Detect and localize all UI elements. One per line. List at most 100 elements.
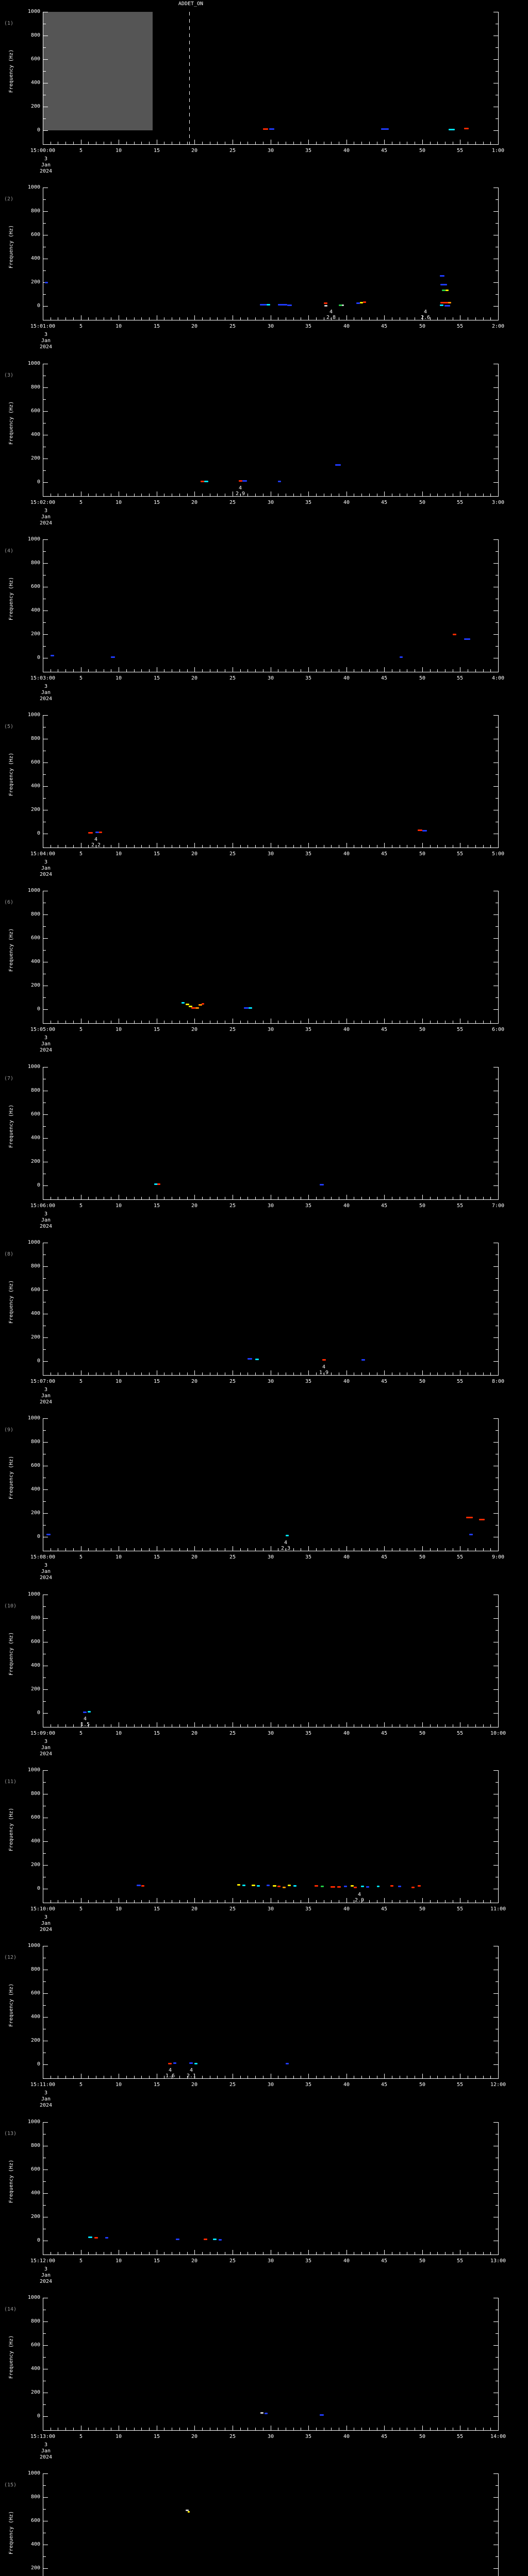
date-line: 2024: [39, 520, 53, 526]
x-major-tick: [346, 1898, 347, 1903]
x-start-time-label: 15:06:00: [30, 1203, 56, 1209]
spectrogram-panel-6: 0 200 400 600 800 1000 15:05:00 5 10 15 20 25 30 35 40…: [0, 879, 528, 1055]
x-minor-tick: [126, 845, 127, 848]
panel-number-tag: (13): [4, 2131, 17, 2137]
x-tick-label: 30: [267, 675, 274, 681]
x-minor-tick: [240, 2428, 241, 2430]
y-minor-tick: [496, 1525, 499, 1526]
x-tick-label: 40: [343, 1203, 350, 1209]
y-tick-label: 400: [30, 783, 40, 789]
x-minor-tick: [483, 2076, 484, 2078]
x-minor-tick: [126, 1900, 127, 1903]
x-minor-tick: [293, 669, 294, 672]
x-minor-tick: [361, 1372, 362, 1375]
y-tick-label: 800: [30, 208, 40, 214]
x-tick-label: 55: [456, 2434, 464, 2439]
spectrogram-panel-4: 0 200 400 600 800 1000 15:03:00 5 10 15 20 25 30 35 40…: [0, 528, 528, 703]
x-tick-label: 10: [115, 2258, 122, 2264]
x-major-tick: [422, 2426, 423, 2430]
x-minor-tick: [437, 1900, 438, 1903]
x-tick-label: 25: [229, 1554, 236, 1560]
x-minor-tick: [293, 1197, 294, 1199]
date-line: 3: [44, 684, 48, 689]
y-minor-tick: [43, 399, 46, 400]
x-minor-tick: [73, 1197, 74, 1199]
x-minor-tick: [483, 494, 484, 496]
x-tick-label: 25: [229, 851, 236, 857]
x-tick-label: 15: [153, 1554, 160, 1560]
x-minor-tick: [73, 669, 74, 672]
x-minor-tick: [255, 2252, 256, 2255]
y-axis-title: Frequency (Hz): [8, 1104, 14, 1148]
detection-mark: [242, 1885, 245, 1887]
x-minor-tick: [149, 1724, 150, 1727]
y-major-tick: [493, 2416, 499, 2417]
x-minor-tick: [255, 2428, 256, 2430]
x-minor-tick: [475, 317, 476, 320]
y-major-tick: [493, 130, 499, 131]
y-minor-tick: [496, 270, 499, 271]
y-minor-tick: [496, 1782, 499, 1783]
x-minor-tick: [445, 669, 446, 672]
detection-mark: [293, 1885, 296, 1887]
event-marker-count: 4: [322, 1364, 326, 1370]
event-marker: 4 2.9: [355, 1892, 364, 1903]
y-major-tick: [43, 1489, 48, 1490]
x-tick-label: 40: [343, 675, 350, 681]
y-minor-tick: [496, 2556, 499, 2557]
y-major-tick: [493, 306, 499, 307]
x-minor-tick: [475, 1021, 476, 1023]
x-minor-tick: [483, 1197, 484, 1199]
x-minor-tick: [65, 1372, 66, 1375]
y-axis-title: Frequency (Hz): [8, 1280, 14, 1324]
y-minor-tick: [496, 1677, 499, 1678]
y-major-tick: [493, 1361, 499, 1362]
event-marker: 4 2.3: [281, 1540, 290, 1551]
x-minor-tick: [475, 1900, 476, 1903]
x-tick-label: 40: [343, 1027, 350, 1032]
x-tick-label: 15: [153, 1027, 160, 1032]
y-major-tick: [493, 1841, 499, 1842]
x-tick-label: 25: [229, 1906, 236, 1912]
x-tick-label: 15: [153, 148, 160, 154]
x-major-tick: [422, 1546, 423, 1551]
y-minor-tick: [496, 2509, 499, 2510]
y-major-tick: [43, 1290, 48, 1291]
event-marker-count: 4: [329, 309, 333, 315]
y-major-tick: [43, 539, 48, 540]
date-line: 2024: [39, 696, 53, 702]
y-minor-tick: [496, 926, 499, 927]
x-minor-tick: [88, 1372, 89, 1375]
x-end-time-label: 7:00: [491, 1203, 505, 1209]
x-axis: [43, 2078, 499, 2079]
x-minor-tick: [331, 1724, 332, 1727]
x-minor-tick: [316, 317, 317, 320]
x-major-tick: [346, 667, 347, 672]
y-tick-label: 800: [30, 1615, 40, 1621]
x-minor-tick: [430, 1900, 431, 1903]
x-minor-tick: [437, 669, 438, 672]
y-minor-tick: [496, 2485, 499, 2486]
x-minor-tick: [445, 2252, 446, 2255]
x-minor-tick: [361, 317, 362, 320]
detection-mark: [285, 2063, 289, 2065]
date-line: Jan: [41, 1217, 51, 1223]
x-minor-tick: [217, 2076, 218, 2078]
detection-mark: [422, 829, 427, 832]
x-major-tick: [422, 2250, 423, 2255]
x-minor-tick: [141, 1372, 142, 1375]
y-minor-tick: [43, 774, 46, 775]
x-minor-tick: [475, 2252, 476, 2255]
x-minor-tick: [149, 1197, 150, 1199]
y-tick-label: 600: [30, 935, 40, 941]
y-major-tick: [43, 2122, 48, 2123]
x-minor-tick: [73, 1372, 74, 1375]
x-minor-tick: [430, 1372, 431, 1375]
x-minor-tick: [430, 2428, 431, 2430]
x-tick-label: 50: [419, 2434, 426, 2439]
event-marker: 4 1.9: [319, 1364, 328, 1376]
x-minor-tick: [134, 2252, 135, 2255]
x-minor-tick: [361, 1197, 362, 1199]
x-tick-label: 15: [153, 1379, 160, 1384]
x-minor-tick: [293, 845, 294, 848]
